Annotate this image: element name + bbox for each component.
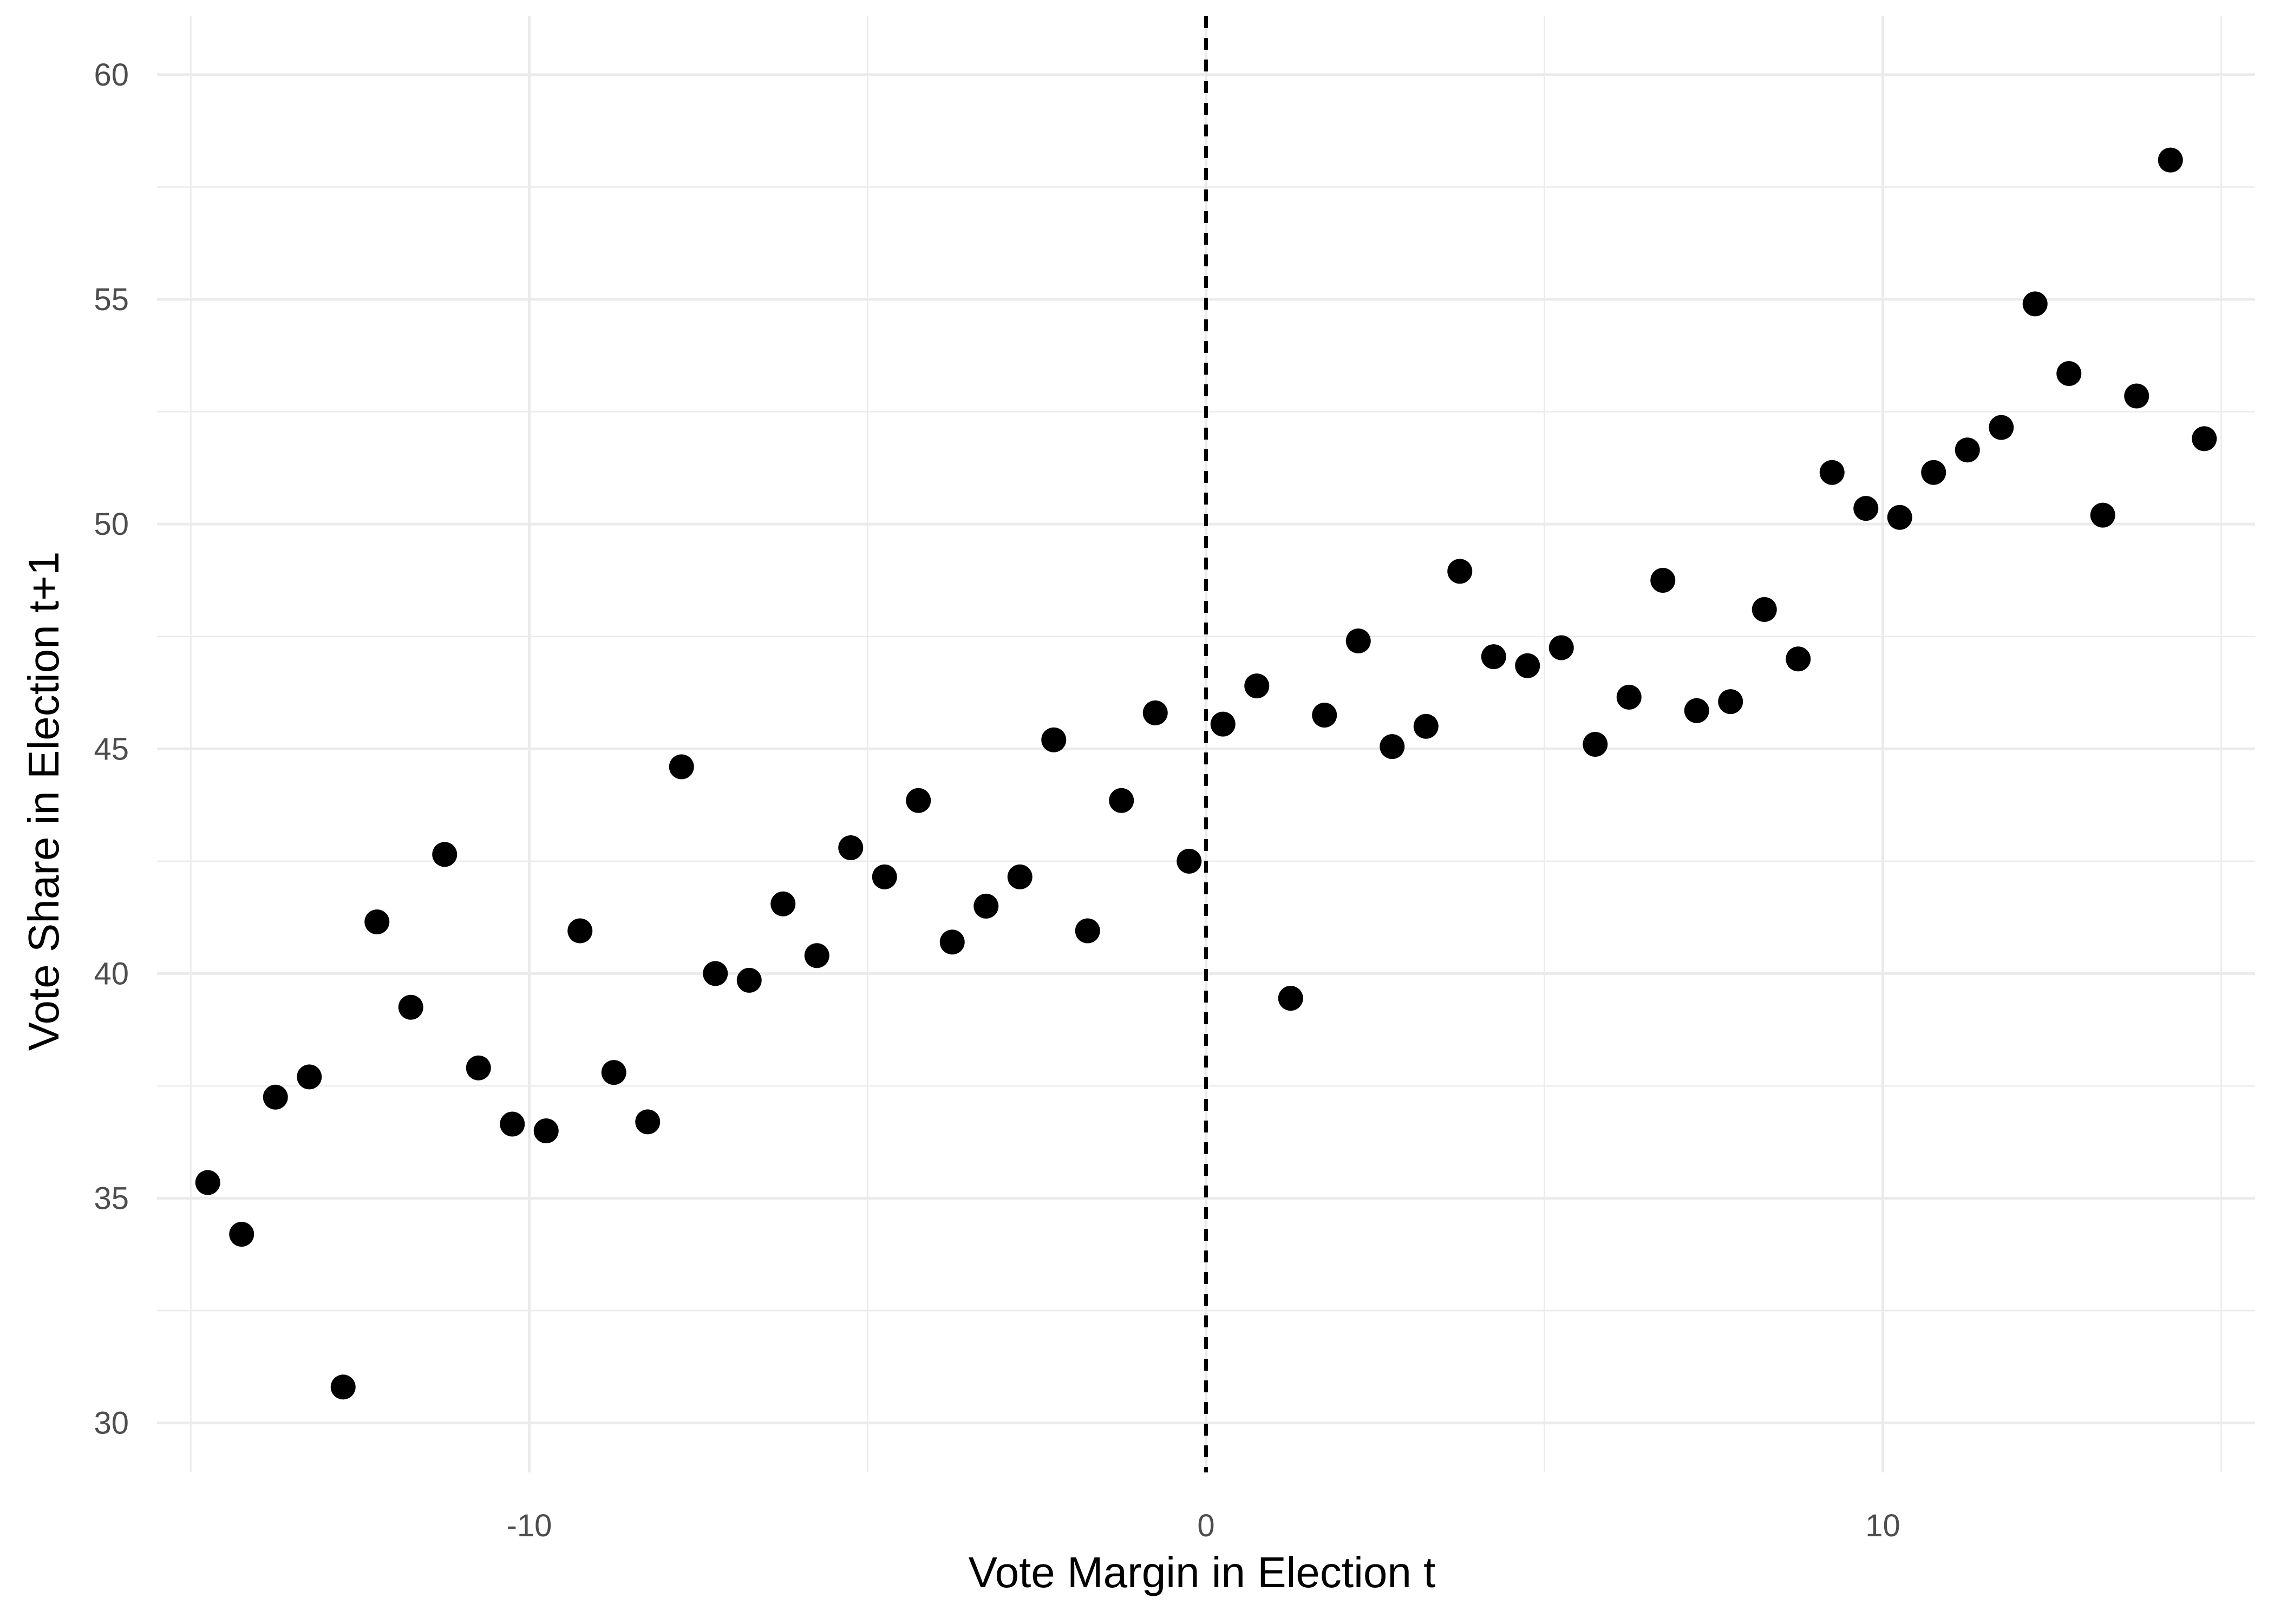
data-point (906, 788, 931, 813)
data-point (1548, 635, 1574, 660)
y-axis-tick-labels: 30 35 40 45 50 55 60 (94, 57, 129, 1441)
data-point (1853, 496, 1879, 521)
data-point (1210, 711, 1236, 737)
data-point (1921, 460, 1946, 485)
x-tick-label: -10 (507, 1508, 552, 1543)
data-point (1041, 727, 1067, 752)
data-point (330, 1374, 356, 1400)
y-tick-label: 35 (94, 1181, 129, 1216)
data-point (1515, 653, 1540, 678)
data-point (1718, 689, 1743, 715)
data-point (466, 1055, 491, 1081)
data-point (1684, 698, 1709, 723)
data-point (1413, 713, 1439, 739)
data-point (432, 842, 458, 867)
data-point (1447, 559, 1473, 584)
data-point (1955, 437, 1980, 463)
data-point (1075, 918, 1100, 944)
data-point (500, 1111, 525, 1137)
data-point (1109, 788, 1134, 813)
data-point (1481, 644, 1506, 670)
data-point (1312, 703, 1337, 728)
y-axis-title: Vote Share in Election t+1 (19, 552, 68, 1051)
data-point (297, 1064, 322, 1090)
data-point (2158, 147, 2183, 173)
data-point (1752, 597, 1777, 622)
data-point (1616, 684, 1642, 710)
data-point (1142, 700, 1168, 725)
data-point (601, 1060, 626, 1085)
data-point (1650, 567, 1676, 593)
data-point (804, 943, 829, 968)
y-tick-label: 55 (94, 282, 129, 317)
data-point (973, 893, 999, 919)
data-point (229, 1221, 254, 1247)
data-point (1583, 732, 1608, 757)
y-tick-label: 40 (94, 956, 129, 991)
data-point (1345, 628, 1371, 654)
data-point (263, 1084, 288, 1110)
data-points (195, 147, 2217, 1400)
data-point (567, 918, 593, 944)
x-tick-label: 10 (1865, 1508, 1900, 1543)
data-point (669, 754, 694, 780)
data-point (364, 909, 390, 934)
data-point (533, 1118, 559, 1144)
y-tick-label: 60 (94, 57, 129, 93)
data-point (1380, 734, 1405, 759)
data-point (1007, 864, 1033, 889)
data-point (1244, 673, 1270, 699)
data-point (770, 891, 796, 916)
data-point (2124, 383, 2149, 409)
data-point (635, 1109, 661, 1135)
data-point (1819, 460, 1845, 485)
data-point (2056, 361, 2082, 387)
data-point (398, 994, 423, 1020)
x-tick-label: 0 (1197, 1508, 1214, 1543)
data-point (1278, 986, 1303, 1011)
data-point (2022, 291, 2048, 317)
data-point (1989, 415, 2014, 440)
data-point (939, 929, 965, 955)
x-axis-tick-labels: -10 0 10 (507, 1508, 1900, 1543)
data-point (1786, 646, 1811, 672)
y-tick-label: 45 (94, 731, 129, 767)
data-point (2192, 426, 2217, 451)
y-tick-label: 50 (94, 507, 129, 542)
data-point (1887, 505, 1912, 530)
data-point (736, 967, 762, 993)
data-point (872, 864, 897, 889)
data-point (838, 835, 864, 860)
y-tick-label: 30 (94, 1406, 129, 1441)
x-axis-title: Vote Margin in Election t (969, 1548, 1436, 1596)
data-point (195, 1170, 220, 1195)
data-point (703, 961, 728, 986)
data-point (1177, 848, 1202, 874)
data-point (2090, 502, 2115, 528)
